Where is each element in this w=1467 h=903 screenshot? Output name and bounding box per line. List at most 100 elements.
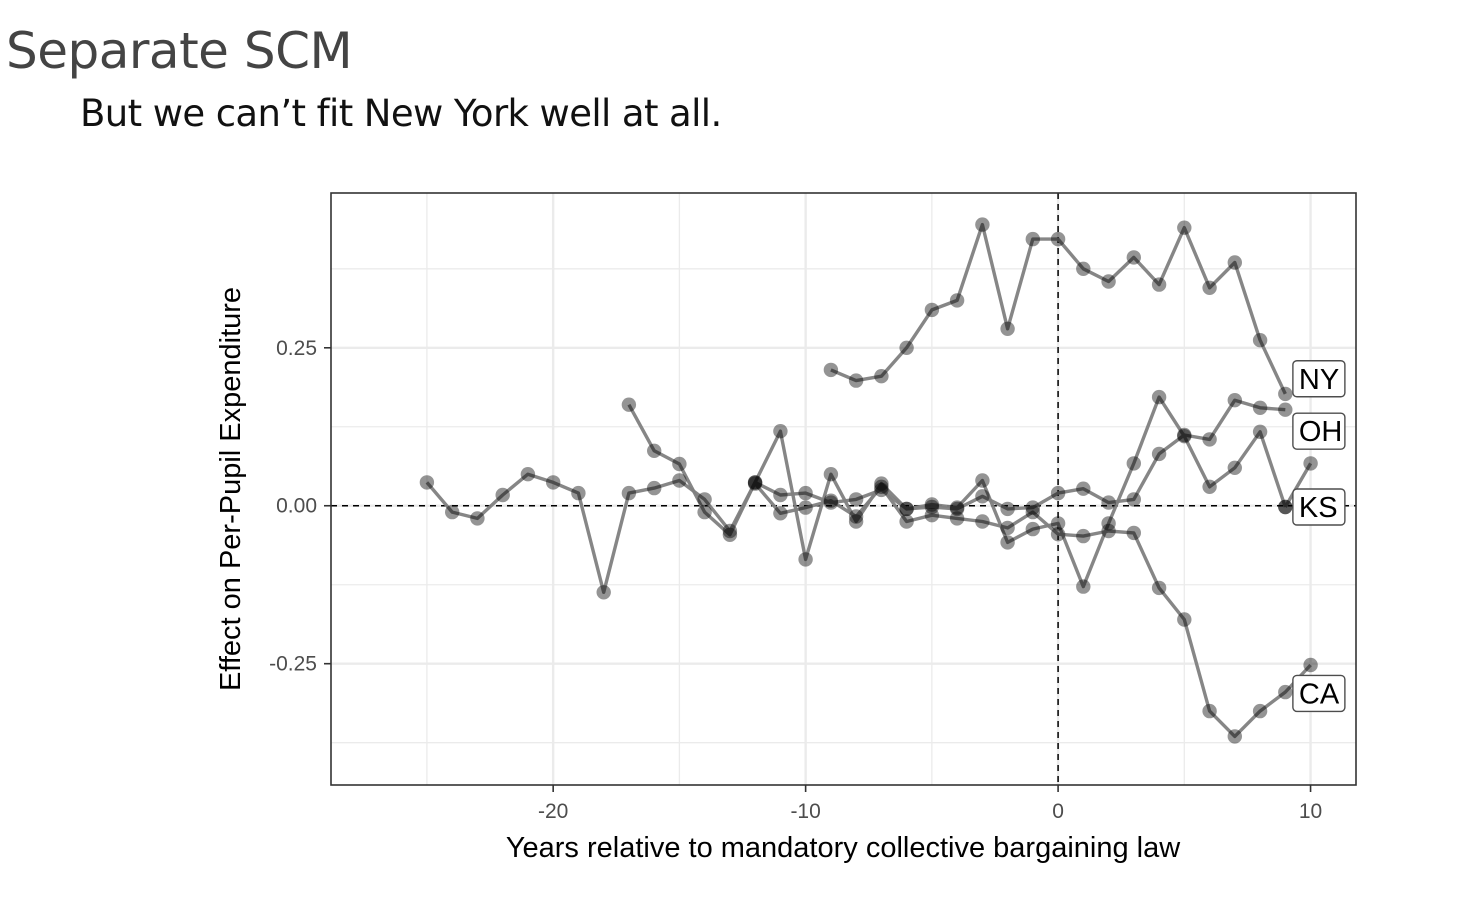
data-point-ny: [975, 217, 990, 232]
data-point-ks: [1252, 400, 1268, 415]
data-point-ks: [949, 501, 965, 517]
data-point-oh: [1177, 429, 1192, 444]
data-point-oh: [1050, 516, 1066, 531]
slide-title: Separate SCM: [6, 22, 353, 80]
series-label-box-ca: [1292, 674, 1346, 713]
data-point-ks: [798, 485, 813, 501]
data-point-ny: [1000, 321, 1015, 336]
grid-lines: [331, 193, 1356, 785]
data-point-oh: [823, 467, 839, 482]
plot-frame: [330, 192, 1357, 786]
data-point-ny: [1101, 274, 1116, 289]
data-point-ca: [1227, 729, 1243, 744]
data-point-ny: [874, 369, 889, 384]
data-point-oh: [1076, 579, 1091, 594]
series-label-ca: CA: [1292, 674, 1346, 713]
data-point-ks: [848, 492, 864, 507]
x-axis-title: Years relative to mandatory collective b…: [506, 832, 1181, 864]
series-labels: NY OH KS CA: [1292, 360, 1346, 713]
data-point-ca: [1126, 525, 1142, 541]
data-point-ny: [823, 362, 839, 378]
data-point-ny: [1126, 250, 1142, 265]
data-point-ks: [1101, 495, 1116, 510]
data-point-ca: [975, 514, 990, 529]
data-point-ny: [1076, 261, 1091, 276]
data-point-ny: [1227, 255, 1243, 270]
data-point-ks: [621, 485, 637, 501]
data-point-ca: [1000, 520, 1015, 536]
data-point-oh: [949, 500, 965, 515]
data-point-oh: [899, 501, 914, 517]
data-point-ks: [470, 511, 485, 526]
data-point-ca: [823, 493, 839, 508]
data-point-ks: [520, 467, 536, 482]
series-line-ny: [830, 222, 1287, 395]
data-point-extra-4: [1303, 456, 1318, 471]
data-point-ks: [722, 523, 738, 539]
data-point-oh: [621, 397, 637, 412]
data-point-oh: [975, 473, 990, 488]
data-point-ks: [596, 585, 611, 600]
data-point-ks: [823, 495, 839, 510]
data-point-oh: [1202, 479, 1217, 494]
data-point-oh: [798, 552, 813, 567]
data-point-ny: [1278, 386, 1293, 402]
series-line-extra-4: [1283, 462, 1313, 508]
y-tick-label: 0.00: [276, 495, 317, 518]
data-point-ks: [1126, 492, 1142, 507]
data-point-ca: [1025, 504, 1041, 520]
data-point-ca: [848, 509, 864, 524]
data-point-ks: [697, 492, 712, 507]
axes: -20 -10 0 10 -0.25 0.00 0.25: [269, 192, 1357, 823]
x-tick-label: 0: [1052, 800, 1064, 823]
reference-lines: [331, 193, 1356, 785]
slide-subtitle: But we can’t fit New York well at all.: [80, 92, 722, 135]
series-label-box-ks: [1292, 488, 1346, 526]
data-point-ny: [1025, 231, 1041, 247]
x-tick-label: 10: [1299, 800, 1322, 823]
series-lines: [425, 222, 1313, 739]
data-point-oh: [1000, 535, 1015, 550]
data-point-ca: [949, 511, 965, 526]
data-point-ks: [874, 482, 889, 498]
data-point-oh: [1126, 456, 1142, 471]
data-point-oh: [1252, 424, 1268, 439]
data-point-ca: [1252, 703, 1268, 719]
series-label-text-ks: KS: [1299, 492, 1338, 524]
data-point-oh: [1278, 499, 1293, 515]
data-point-ny: [1252, 333, 1268, 348]
data-point-ks: [1076, 481, 1091, 496]
data-point-oh: [773, 424, 788, 439]
y-tick-label: 0.25: [276, 337, 317, 360]
data-point-ks: [773, 487, 788, 503]
series-line-ks: [425, 398, 1286, 594]
data-point-ks: [1278, 402, 1293, 417]
data-point-ny: [949, 293, 965, 308]
data-point-ks: [445, 504, 460, 520]
data-point-oh: [1025, 521, 1041, 537]
data-point-ca: [773, 506, 788, 521]
data-point-oh: [848, 514, 864, 529]
x-tick-label: -10: [790, 800, 820, 823]
y-tick-label: -0.25: [269, 653, 317, 676]
data-point-ca: [1050, 527, 1066, 542]
data-point-ny: [1202, 280, 1217, 295]
data-point-ny: [924, 302, 940, 318]
series-label-text-ca: CA: [1299, 678, 1340, 710]
series-label-oh: OH: [1292, 412, 1346, 450]
x-tick-label: -20: [538, 800, 568, 823]
data-point-ca: [1151, 580, 1167, 596]
data-point-ca: [874, 479, 889, 494]
data-point-ks: [495, 487, 510, 503]
data-point-ny: [848, 373, 864, 388]
data-point-ks: [1202, 432, 1217, 447]
data-point-ks: [647, 480, 662, 496]
data-point-ks: [571, 485, 586, 501]
data-point-ca: [747, 476, 763, 491]
data-point-ny: [1151, 277, 1167, 292]
data-point-ks: [899, 501, 914, 517]
data-point-extra-4: [1278, 499, 1293, 515]
data-point-ks: [747, 475, 763, 490]
data-point-oh: [1227, 460, 1243, 475]
